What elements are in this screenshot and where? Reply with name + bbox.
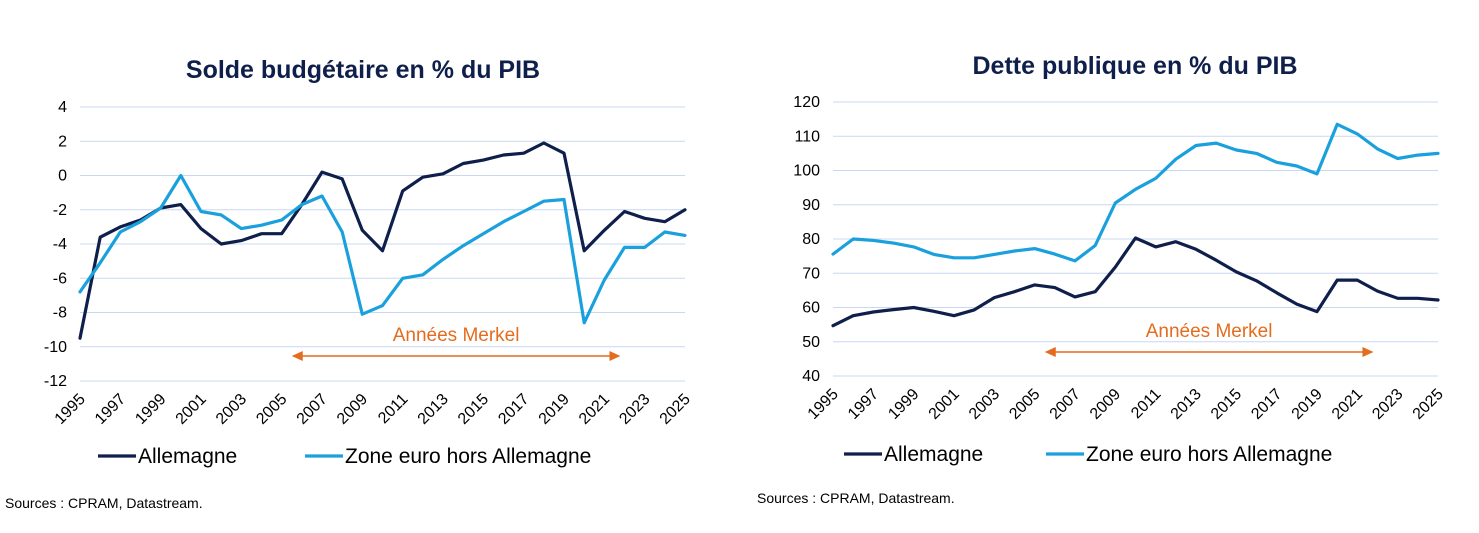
x-tick-label: 2011 [375,391,411,427]
x-tick-label: 2015 [455,391,492,428]
y-tick-label: 40 [802,368,820,385]
x-tick-label: 2019 [1289,386,1326,423]
x-tick-label: 1999 [885,386,922,423]
y-tick-label: 120 [793,94,820,111]
x-tick-label: 1997 [845,386,882,423]
public-debt-chart: Dette publique en % du PIB 120 110 100 90 80 7… [757,52,1447,506]
x-tick-label: 2005 [253,391,290,428]
chart-panel-solde: Solde budgétaire en % du PIB 4 2 0 -2 -4 -6 -8 -… [5,56,694,511]
legend-label-allemagne: Allemagne [138,445,237,468]
y-tick-label: 50 [802,334,820,351]
y-tick-label: 70 [802,265,820,282]
y-tick-label: 90 [802,197,820,214]
x-tick-label: 2017 [1248,386,1285,423]
series-line-allemagne [78,141,687,340]
x-tick-label: 1995 [805,386,842,423]
x-tick-label: 2023 [1369,386,1406,423]
y-tick-label: 100 [793,163,820,180]
series-line-allemagne [831,236,1440,328]
budget-balance-chart: Solde budgétaire en % du PIB 4 2 0 -2 -4 -6 -8 -… [5,56,694,511]
x-tick-label: 2013 [1168,386,1205,423]
x-tick-label: 1995 [52,391,89,428]
annotation-arrow-head-left [291,351,303,361]
y-tick-label: 4 [58,99,67,116]
x-tick-label: 2017 [495,391,532,428]
y-tick-label: 0 [58,168,67,185]
annotation-arrow-head-left [1044,347,1056,357]
series-line-zone-euro [831,122,1440,263]
y-tick-label: 80 [802,231,820,248]
x-tick-label: 2011 [1128,386,1164,422]
x-tick-label: 2021 [576,391,613,428]
x-tick-label: 2003 [966,386,1003,423]
chart-panel-dette: Dette publique en % du PIB 120 110 100 90 80 7… [740,0,1479,533]
legend-label-zone-euro: Zone euro hors Allemagne [1086,443,1332,466]
x-tick-label: 2021 [1329,386,1366,423]
source-note: Sources : CPRAM, Datastream. [757,490,955,506]
y-tick-label: -10 [44,339,67,356]
x-tick-label: 2025 [657,391,694,428]
annotation-label: Années Merkel [1146,321,1273,342]
y-tick-label: -6 [53,270,67,287]
x-tick-label: 2019 [536,391,573,428]
x-tick-label: 2003 [213,391,250,428]
annotation-label: Années Merkel [393,325,520,346]
legend-label-zone-euro: Zone euro hors Allemagne [345,445,591,468]
y-tick-label: -12 [44,373,67,390]
x-tick-label: 2023 [616,391,653,428]
y-tick-label: -4 [53,236,67,253]
y-tick-label: -8 [53,305,67,322]
y-tick-label: 110 [794,128,820,145]
legend-label-allemagne: Allemagne [884,443,983,466]
x-tick-label: 1999 [132,391,169,428]
x-tick-label: 1997 [92,391,129,428]
x-tick-label: 2005 [1006,386,1043,423]
x-tick-label: 2013 [415,391,452,428]
x-tick-label: 2025 [1410,386,1447,423]
x-tick-label: 2009 [334,391,371,428]
x-tick-label: 2007 [294,391,331,428]
annotation-arrow-head-right [1362,347,1374,357]
chart-title: Solde budgétaire en % du PIB [186,56,540,84]
y-tick-label: 60 [802,300,820,317]
x-tick-label: 2015 [1208,386,1245,423]
x-tick-label: 2007 [1047,386,1084,423]
x-tick-label: 2001 [926,386,963,423]
y-tick-label: 2 [58,133,67,150]
x-tick-label: 2001 [173,391,210,428]
annotation-arrow-head-right [609,351,621,361]
chart-title: Dette publique en % du PIB [972,52,1297,80]
x-tick-label: 2009 [1087,386,1124,423]
series-line-zone-euro [78,173,687,325]
y-tick-label: -2 [53,202,67,219]
source-note: Sources : CPRAM, Datastream. [5,495,203,511]
